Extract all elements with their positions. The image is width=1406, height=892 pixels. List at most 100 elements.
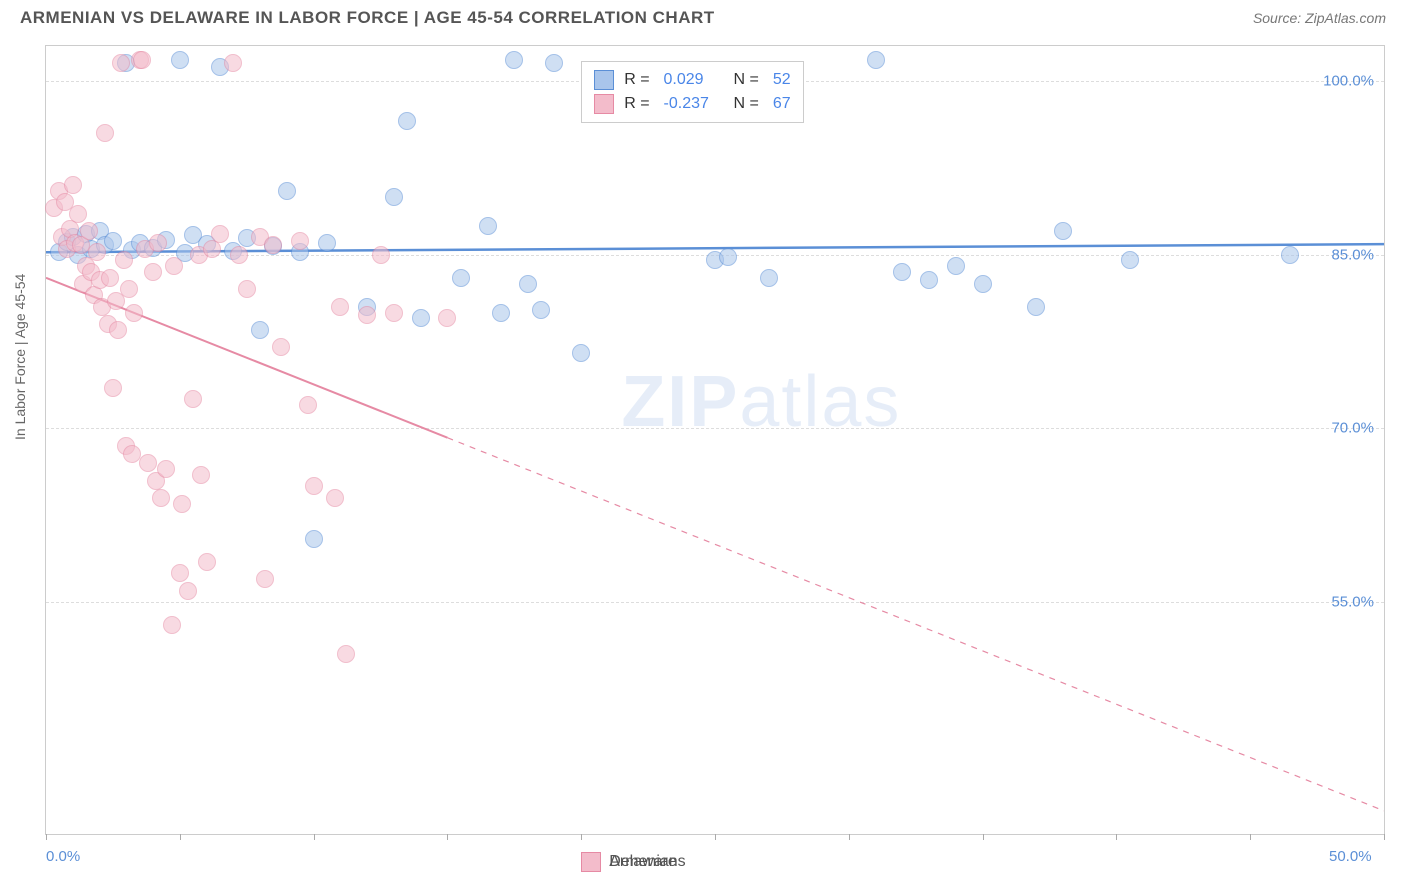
data-point [104, 379, 122, 397]
data-point [920, 271, 938, 289]
data-point [238, 280, 256, 298]
data-point [198, 553, 216, 571]
data-point [115, 251, 133, 269]
data-point [211, 225, 229, 243]
data-point [385, 304, 403, 322]
data-point [438, 309, 456, 327]
x-tick [447, 834, 448, 840]
data-point [88, 243, 106, 261]
data-point [299, 396, 317, 414]
data-point [372, 246, 390, 264]
legend-swatch [594, 94, 614, 114]
data-point [278, 182, 296, 200]
data-point [157, 460, 175, 478]
data-point [69, 205, 87, 223]
data-point [139, 454, 157, 472]
data-point [867, 51, 885, 69]
x-tick-label: 0.0% [46, 848, 80, 865]
correlation-legend: R = 0.029 N = 52 R = -0.237 N = 67 [581, 61, 803, 123]
grid-line [46, 602, 1384, 603]
data-point [1054, 222, 1072, 240]
y-tick-label: 55.0% [1331, 594, 1374, 611]
data-point [291, 232, 309, 250]
data-point [165, 257, 183, 275]
x-tick [314, 834, 315, 840]
legend-label: Delaware [609, 853, 677, 871]
data-point [452, 269, 470, 287]
data-point [479, 217, 497, 235]
data-point [101, 269, 119, 287]
data-point [893, 263, 911, 281]
legend-swatch [581, 852, 601, 872]
data-point [974, 275, 992, 293]
x-tick [1384, 834, 1385, 840]
data-point [133, 51, 151, 69]
data-point [545, 54, 563, 72]
data-point [80, 222, 98, 240]
r-value: 0.029 [664, 71, 724, 89]
watermark-bold: ZIP [621, 362, 739, 442]
data-point [256, 570, 274, 588]
data-point [64, 176, 82, 194]
data-point [149, 234, 167, 252]
data-point [192, 466, 210, 484]
data-point [326, 489, 344, 507]
r-value: -0.237 [664, 95, 724, 113]
data-point [572, 344, 590, 362]
data-point [519, 275, 537, 293]
legend-swatch [594, 70, 614, 90]
data-point [251, 321, 269, 339]
data-point [532, 301, 550, 319]
legend-row: R = 0.029 N = 52 [594, 68, 790, 92]
data-point [184, 390, 202, 408]
y-tick-label: 85.0% [1331, 246, 1374, 263]
y-tick-label: 70.0% [1331, 420, 1374, 437]
x-tick [581, 834, 582, 840]
data-point [171, 51, 189, 69]
trend-line-dashed [447, 438, 1384, 811]
r-label: R = [624, 95, 649, 113]
n-value: 67 [773, 95, 791, 113]
chart-area: ZIPatlas 55.0%70.0%85.0%100.0%0.0%50.0%R… [45, 45, 1385, 835]
data-point [412, 309, 430, 327]
n-label: N = [734, 95, 759, 113]
y-tick-label: 100.0% [1323, 72, 1374, 89]
data-point [230, 246, 248, 264]
data-point [272, 338, 290, 356]
source-label: Source: ZipAtlas.com [1253, 10, 1386, 26]
trend-overlay [46, 46, 1384, 834]
data-point [492, 304, 510, 322]
x-tick [715, 834, 716, 840]
data-point [1121, 251, 1139, 269]
legend-item: Delaware [581, 852, 677, 872]
x-tick [849, 834, 850, 840]
n-value: 52 [773, 71, 791, 89]
data-point [1281, 246, 1299, 264]
data-point [719, 248, 737, 266]
data-point [331, 298, 349, 316]
data-point [144, 263, 162, 281]
n-label: N = [734, 71, 759, 89]
data-point [179, 582, 197, 600]
x-tick [983, 834, 984, 840]
legend-row: R = -0.237 N = 67 [594, 92, 790, 116]
y-axis-label: In Labor Force | Age 45-54 [12, 274, 28, 440]
data-point [305, 530, 323, 548]
data-point [505, 51, 523, 69]
x-tick [46, 834, 47, 840]
x-tick-label: 50.0% [1329, 848, 1372, 865]
watermark-light: atlas [739, 362, 901, 442]
data-point [173, 495, 191, 513]
watermark: ZIPatlas [621, 361, 901, 443]
data-point [318, 234, 336, 252]
x-tick [1250, 834, 1251, 840]
data-point [337, 645, 355, 663]
data-point [1027, 298, 1045, 316]
grid-line [46, 428, 1384, 429]
data-point [120, 280, 138, 298]
data-point [385, 188, 403, 206]
data-point [152, 489, 170, 507]
r-label: R = [624, 71, 649, 89]
data-point [104, 232, 122, 250]
data-point [163, 616, 181, 634]
